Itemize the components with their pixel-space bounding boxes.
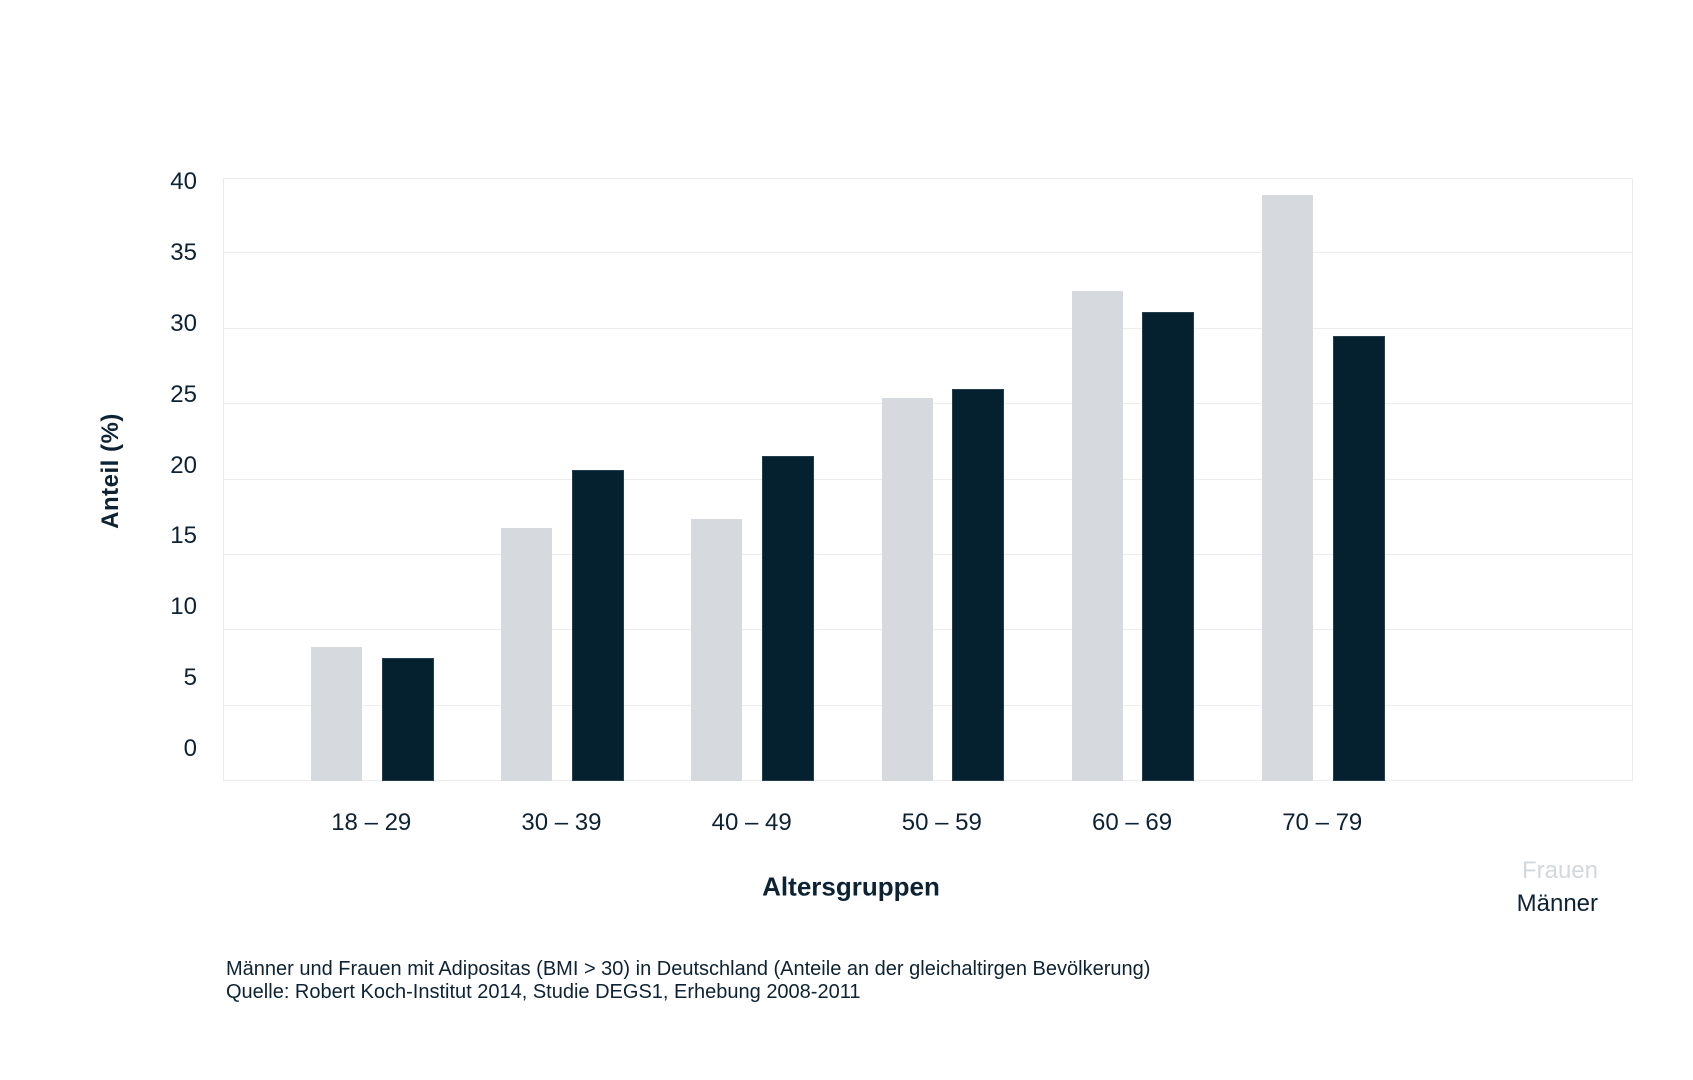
- bar-frauen-1: [311, 647, 362, 781]
- x-axis-category-label-4: 50 – 59: [901, 809, 982, 836]
- y-axis-tick-label-35: 35: [170, 238, 197, 266]
- x-axis-category-label-2: 30 – 39: [521, 809, 602, 836]
- y-axis-tick-label-5: 5: [183, 664, 197, 692]
- y-axis-tick-label-40: 40: [170, 168, 197, 195]
- x-axis-title: Altersgruppen: [762, 871, 940, 902]
- gridline-y-30: [223, 327, 1633, 329]
- gridline-y-35: [223, 252, 1633, 254]
- caption-title: Männer und Frauen mit Adipositas (BMI > …: [226, 958, 1151, 980]
- x-axis-category-label-3: 40 – 49: [711, 809, 792, 836]
- y-axis-tick-label-10: 10: [170, 593, 197, 621]
- caption: Männer und Frauen mit Adipositas (BMI > …: [226, 958, 1150, 1004]
- gridline-y-40: [223, 178, 1633, 179]
- x-axis-category-label-1: 18 – 29: [331, 809, 412, 836]
- bar-maenner-2: [571, 470, 624, 781]
- x-axis-category-label-5: 60 – 69: [1092, 809, 1173, 836]
- bar-maenner-1: [381, 658, 434, 781]
- legend-item-frauen: Frauen: [1521, 857, 1598, 884]
- y-axis-tick-label-20: 20: [170, 451, 197, 479]
- x-axis-category-label-6: 70 – 79: [1282, 809, 1363, 836]
- caption-source: Quelle: Robert Koch-Institut 2014, Studi…: [226, 981, 861, 1003]
- bar-maenner-5: [1142, 312, 1195, 781]
- bar-frauen-2: [501, 528, 553, 781]
- bar-frauen-4: [881, 398, 933, 781]
- bar-maenner-6: [1332, 336, 1385, 781]
- y-axis-tick-label-25: 25: [170, 380, 197, 408]
- y-axis-tick-label-0: 0: [183, 735, 197, 762]
- plot-right-border: [1632, 178, 1633, 781]
- y-axis-tick-label-30: 30: [170, 309, 197, 337]
- y-axis-tick-label-15: 15: [170, 522, 197, 550]
- plot-area: [223, 178, 1633, 781]
- plot-left-border: [223, 178, 224, 781]
- bar-frauen-5: [1071, 291, 1123, 781]
- bar-maenner-4: [952, 389, 1005, 781]
- legend-item-maenner: Männer: [1516, 890, 1598, 917]
- legend: Frauen Männer: [1358, 854, 1598, 920]
- bar-frauen-3: [691, 519, 743, 781]
- bar-frauen-6: [1262, 195, 1313, 781]
- bar-maenner-3: [761, 456, 814, 781]
